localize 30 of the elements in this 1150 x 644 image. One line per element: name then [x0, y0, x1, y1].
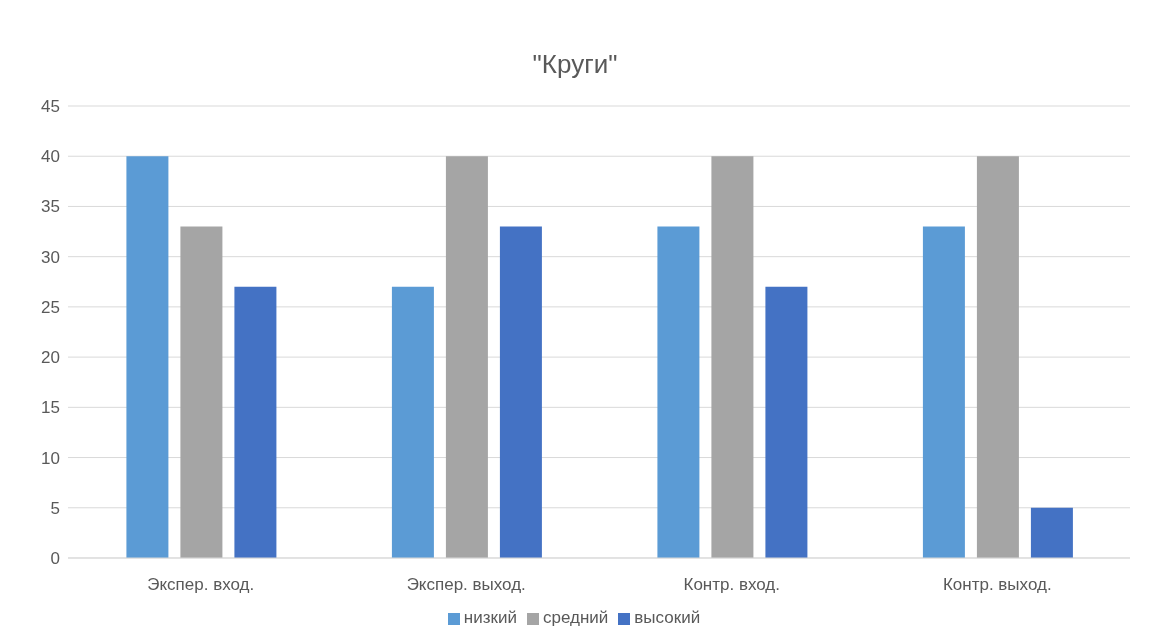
- legend-label: средний: [542, 608, 609, 627]
- bar: [765, 286, 808, 558]
- y-tick-label: 30: [41, 247, 60, 267]
- x-tick-label: Контр. вход.: [683, 575, 780, 595]
- y-tick-label: 15: [41, 398, 60, 418]
- x-tick-label: Экспер. выход.: [406, 575, 526, 595]
- bar: [499, 226, 542, 558]
- y-tick-label: 0: [50, 549, 60, 569]
- y-tick-label: 20: [41, 348, 60, 368]
- y-tick-label: 10: [41, 448, 60, 468]
- y-tick-label: 25: [41, 297, 60, 317]
- bar: [391, 286, 434, 558]
- bar: [976, 156, 1019, 558]
- bar: [126, 156, 169, 558]
- bar: [234, 286, 277, 558]
- bar: [711, 156, 754, 558]
- y-tick-label: 45: [41, 97, 60, 117]
- bar: [1030, 507, 1073, 558]
- y-tick-label: 40: [41, 147, 60, 167]
- bar: [657, 226, 700, 558]
- bar: [922, 226, 965, 558]
- bar: [445, 156, 488, 558]
- x-tick-label: Экспер. вход.: [147, 575, 255, 595]
- y-tick-label: 35: [41, 197, 60, 217]
- bar: [180, 226, 223, 558]
- chart-title: "Круги": [531, 48, 619, 80]
- legend-label: низкий: [463, 608, 517, 627]
- legend-label: высокий: [634, 608, 701, 627]
- x-tick-label: Контр. выход.: [942, 575, 1052, 595]
- y-tick-label: 5: [50, 498, 60, 518]
